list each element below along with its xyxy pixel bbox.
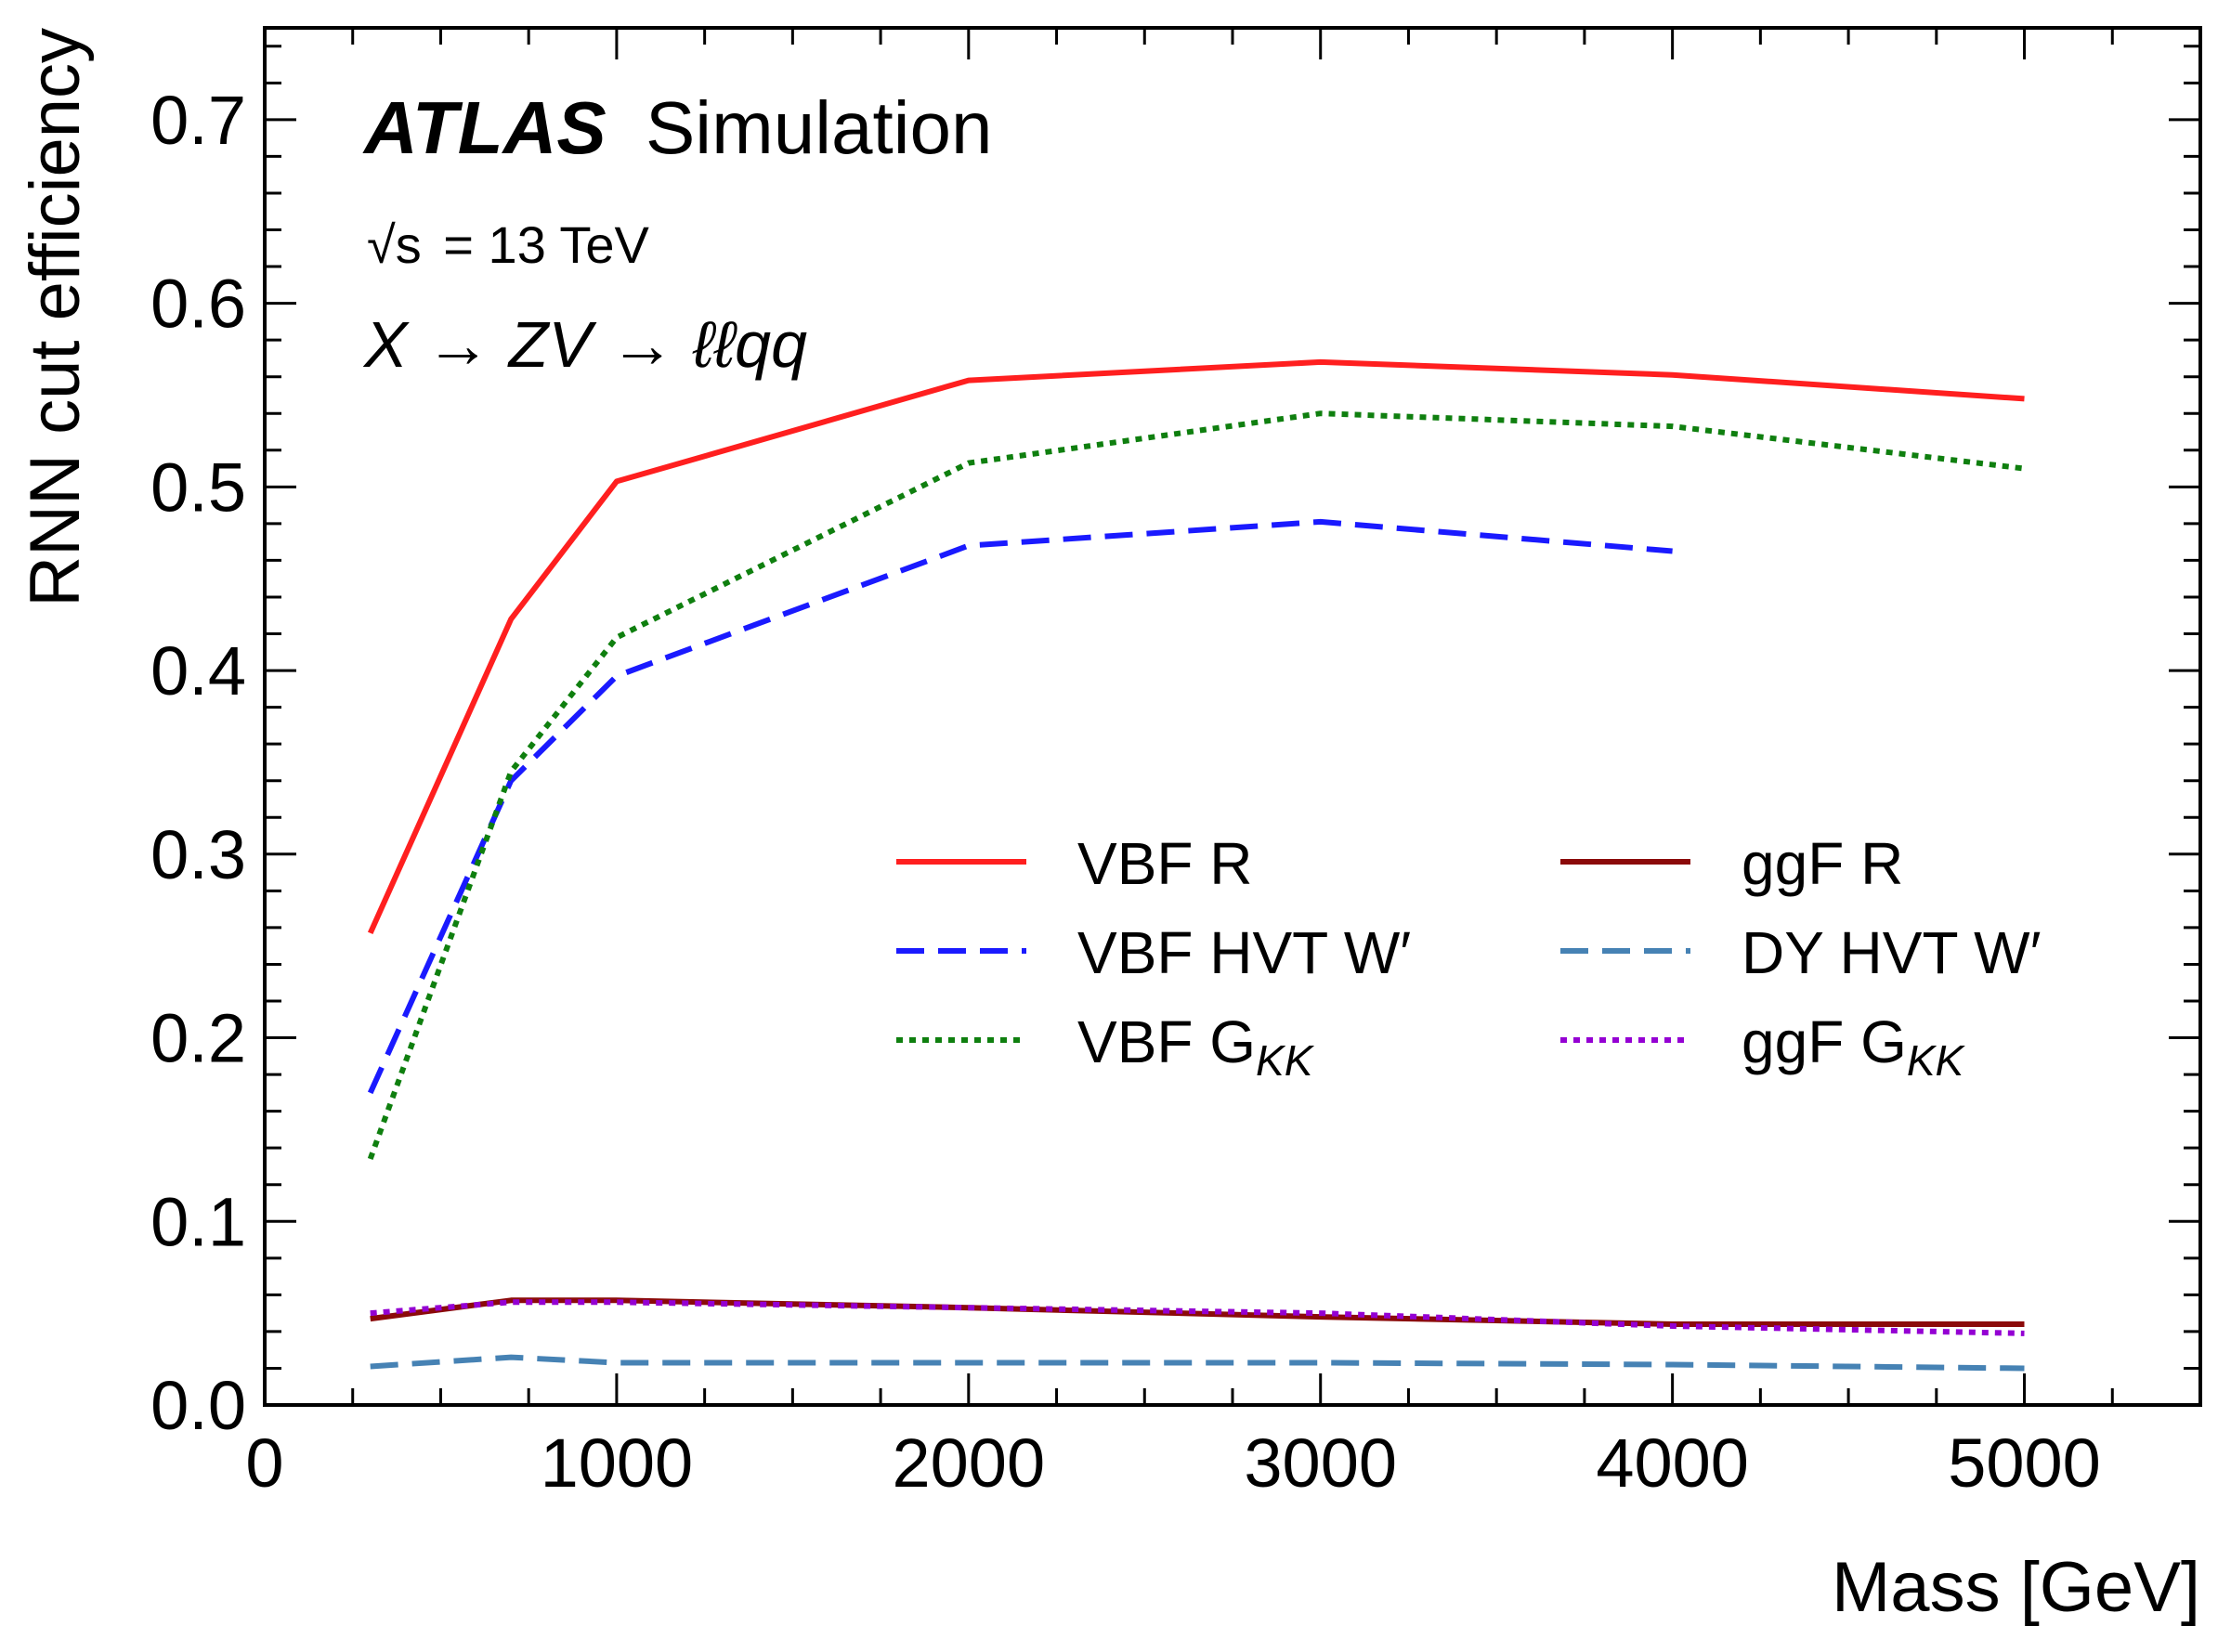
experiment-tag: Simulation	[646, 86, 993, 169]
y-tick-label: 0.5	[150, 449, 246, 526]
x-tick-label: 3000	[1244, 1424, 1397, 1502]
y-tick-label: 0.6	[150, 266, 246, 343]
legend-label: ggF GKK	[1742, 1008, 1966, 1085]
series-line	[370, 1299, 2025, 1336]
x-tick-labels: 0 1000 2000 3000 4000 5000	[245, 1424, 2100, 1502]
x-axis-label: Mass [GeV]	[1832, 1548, 2200, 1627]
series-0	[367, 358, 2025, 935]
legend-label: DY HVT W′	[1742, 919, 2042, 986]
legend-label: VBF GKK	[1077, 1008, 1315, 1085]
series-line	[367, 518, 1673, 1095]
x-tick-label: 2000	[893, 1424, 1046, 1502]
legend-label: VBF R	[1077, 830, 1252, 897]
y-tick-label: 0.0	[150, 1367, 246, 1444]
series-line	[370, 1354, 2025, 1372]
x-tick-label: 5000	[1948, 1424, 2101, 1502]
process-label: X → ZV → ℓℓqq	[362, 308, 807, 381]
legend-entry: ggF GKK	[1560, 1008, 1966, 1085]
x-tick-label: 0	[245, 1424, 283, 1502]
series-layer	[367, 358, 2025, 1372]
energy-value: = 13 TeV	[443, 215, 649, 274]
series-4	[370, 1354, 2025, 1372]
legend-label: VBF HVT W′	[1077, 919, 1411, 986]
experiment-name: ATLAS	[362, 86, 607, 169]
y-tick-label: 0.4	[150, 632, 246, 709]
y-tick-label: 0.1	[150, 1183, 246, 1260]
y-tick-label: 0.2	[150, 1000, 246, 1077]
legend-entry: VBF HVT W′	[896, 919, 1411, 986]
y-axis-label: RNN cut efficiency	[16, 28, 95, 607]
legend-entry: VBF R	[896, 830, 1252, 897]
atlas-label: ATLAS Simulation	[362, 86, 992, 169]
series-line	[367, 410, 2025, 1161]
legend-entry: ggF R	[1560, 830, 1903, 897]
y-tick-label: 0.7	[150, 82, 246, 159]
legend-label: ggF R	[1742, 830, 1903, 897]
x-tick-label: 4000	[1596, 1424, 1749, 1502]
series-5	[370, 1299, 2025, 1336]
series-1	[367, 518, 1673, 1095]
series-2	[367, 410, 2025, 1161]
y-tick-label: 0.3	[150, 816, 246, 893]
x-tick-label: 1000	[541, 1424, 694, 1502]
energy-label: √s = 13 TeV	[367, 215, 650, 274]
energy-sqrt-s: √s	[367, 215, 422, 274]
legend-entry: DY HVT W′	[1560, 919, 2042, 986]
y-tick-labels: 0.0 0.1 0.2 0.3 0.4 0.5 0.6 0.7	[150, 82, 246, 1444]
plot-frame	[263, 26, 2202, 1407]
legend-entry: VBF GKK	[896, 1008, 1315, 1085]
series-line	[367, 358, 2025, 935]
legend: VBF R VBF HVT W′ VBF GKK ggF R DY HVT W′ ggF …	[896, 830, 2042, 1085]
axis-ticks	[263, 28, 2202, 1407]
